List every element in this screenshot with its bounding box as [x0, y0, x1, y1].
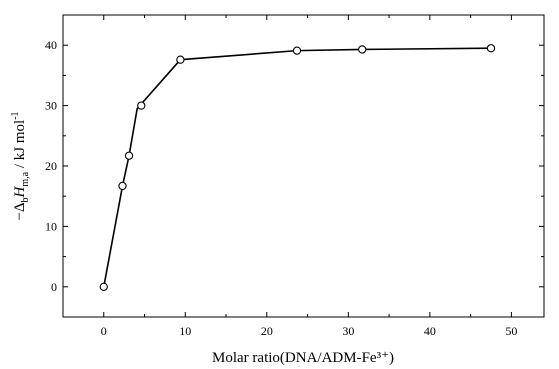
y-tick-label: 0 [51, 280, 57, 294]
data-point [176, 55, 185, 64]
y-axis-label-h: H [12, 185, 28, 198]
y-axis-ticks: 0 10 20 30 40 [45, 14, 544, 318]
data-point [486, 44, 496, 53]
data-point [118, 181, 127, 191]
x-tick-label: 10 [179, 324, 191, 338]
y-tick-label: 20 [45, 159, 57, 173]
fitted-curve-layer [102, 47, 492, 287]
y-axis-label-sub-b: b [20, 197, 31, 202]
data-points-layer [99, 44, 496, 291]
data-point [137, 101, 146, 110]
y-tick-label: 30 [45, 99, 57, 113]
data-point [124, 151, 134, 160]
data-point [99, 282, 108, 291]
x-tick-label: 30 [342, 324, 354, 338]
fitted-curve [102, 47, 492, 287]
data-point [292, 46, 302, 55]
y-axis-label-sub-ma: m,a [20, 171, 31, 186]
x-axis-label: Molar ratio(DNA/ADM-Fe³⁺) [212, 350, 394, 366]
plot-frame [62, 14, 545, 318]
x-axis-ticks: 0 10 20 30 40 50 [62, 15, 517, 338]
y-tick-label: 10 [45, 219, 57, 233]
x-tick-label: 40 [424, 324, 436, 338]
y-axis-label-sup: -1 [10, 111, 21, 119]
y-axis-label-delta: −Δ [12, 202, 28, 220]
y-axis-label: −ΔbHm,a / kJ mol-1 [10, 111, 31, 220]
y-axis-label-unit: / kJ mol [12, 120, 28, 172]
data-point [358, 45, 367, 54]
x-tick-label: 0 [101, 324, 107, 338]
x-tick-label: 50 [505, 324, 517, 338]
x-tick-label: 20 [261, 324, 273, 338]
y-tick-label: 40 [45, 38, 57, 52]
